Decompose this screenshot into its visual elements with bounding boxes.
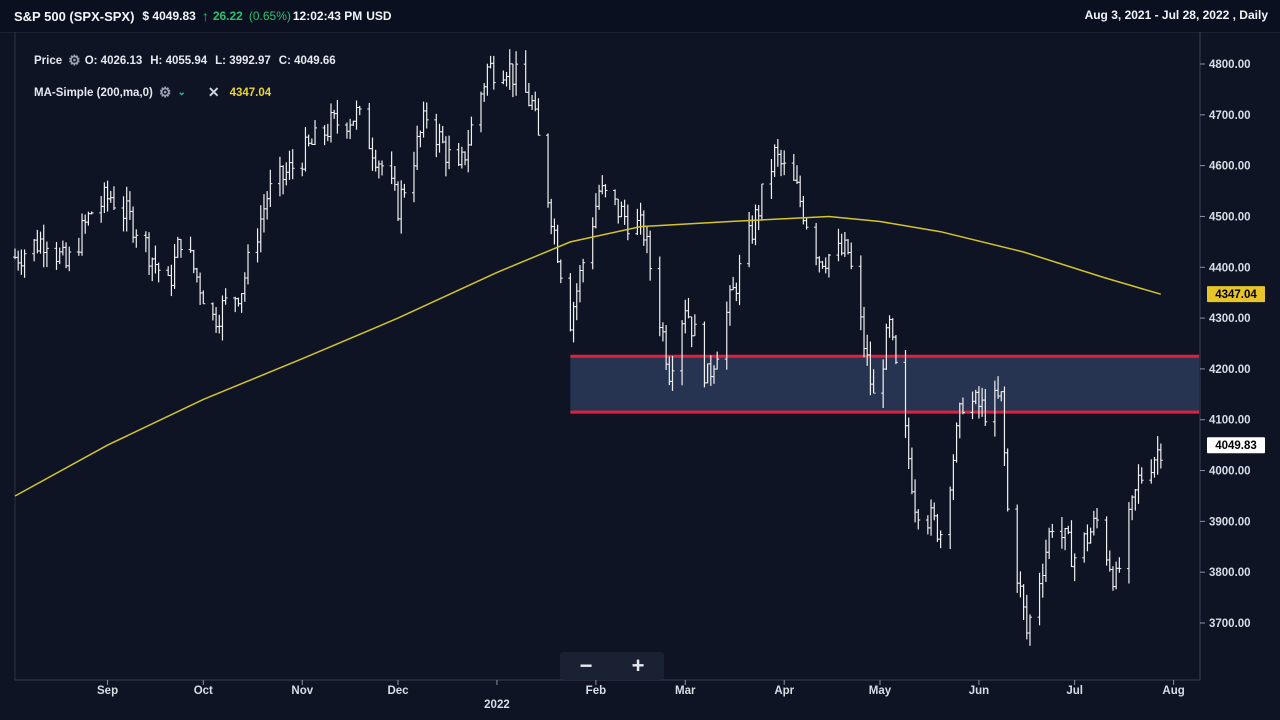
x-tick-label: Jun bbox=[969, 685, 989, 697]
arrow-up-icon: ↑ bbox=[201, 8, 209, 24]
chevron-down-icon[interactable]: ⌄ bbox=[177, 87, 186, 98]
close-value: C: 4049.66 bbox=[278, 54, 336, 67]
ma-legend: MA-Simple (200,ma,0) ⚙ ⌄ ✕ 4347.04 bbox=[34, 84, 271, 101]
chart-header: S&P 500 (SPX-SPX) $ 4049.83 ↑ 26.22 (0.6… bbox=[0, 0, 1280, 33]
y-tick-label: 4000.00 bbox=[1209, 466, 1251, 478]
quote-time: 12:02:43 PM bbox=[292, 9, 363, 23]
x-tick-label: Oct bbox=[194, 685, 213, 697]
y-tick-label: 4600.00 bbox=[1209, 161, 1251, 173]
symbol-title: S&P 500 (SPX-SPX) bbox=[14, 8, 135, 24]
ma-label: MA-Simple (200,ma,0) bbox=[34, 86, 153, 99]
zoom-in-button[interactable]: + bbox=[631, 653, 645, 678]
current-value-badge bbox=[1207, 286, 1265, 303]
y-tick-label: 3900.00 bbox=[1209, 516, 1251, 528]
x-tick-label: Apr bbox=[774, 685, 794, 697]
zoom-controls: − + bbox=[560, 652, 664, 680]
price-legend: Price ⚙ O: 4026.13 H: 4055.94 L: 3992.97… bbox=[34, 52, 344, 69]
x-tick-label: Sep bbox=[97, 685, 118, 697]
price-change-percent: (0.65%) bbox=[248, 9, 291, 23]
current-value-label: 4347.04 bbox=[1215, 289, 1257, 301]
y-tick-label: 4800.00 bbox=[1209, 59, 1251, 71]
current-value-label: 4049.83 bbox=[1215, 440, 1257, 452]
current-value-badge bbox=[1207, 437, 1265, 454]
price-change: 26.22 bbox=[212, 9, 243, 23]
y-tick-label: 4100.00 bbox=[1209, 415, 1251, 427]
x-tick-label: Mar bbox=[675, 685, 696, 697]
currency: USD bbox=[366, 9, 392, 23]
moving-average-line bbox=[14, 215, 1162, 497]
x-tick-label: May bbox=[869, 685, 892, 697]
x-tick-label: Nov bbox=[291, 685, 313, 697]
high-value: H: 4055.94 bbox=[150, 54, 208, 67]
y-tick-label: 4700.00 bbox=[1209, 110, 1251, 122]
y-tick-label: 3800.00 bbox=[1209, 567, 1251, 579]
close-icon[interactable]: ✕ bbox=[207, 84, 220, 100]
gear-icon[interactable]: ⚙ bbox=[158, 84, 172, 100]
date-range[interactable]: Aug 3, 2021 - Jul 28, 2022 , Daily bbox=[1084, 8, 1268, 22]
x-tick-label: Dec bbox=[387, 685, 409, 697]
x-tick-label: 2022 bbox=[484, 699, 510, 711]
support-zone bbox=[570, 356, 1199, 413]
last-price: $ 4049.83 bbox=[142, 9, 196, 23]
low-value: L: 3992.97 bbox=[215, 54, 271, 67]
open-value: O: 4026.13 bbox=[84, 54, 143, 67]
price-chart[interactable]: 4800.00 4700.00 4600.00 4500.00 4400.00 4300.… bbox=[0, 32, 1280, 720]
y-tick-label: 3700.00 bbox=[1209, 618, 1251, 630]
y-tick-label: 4500.00 bbox=[1209, 211, 1251, 223]
y-tick-label: 4400.00 bbox=[1209, 262, 1251, 274]
ma-value: 4347.04 bbox=[229, 86, 272, 99]
y-tick-label: 4200.00 bbox=[1209, 364, 1251, 376]
x-tick-label: Feb bbox=[586, 685, 606, 697]
zoom-out-button[interactable]: − bbox=[579, 653, 593, 678]
x-tick-label: Aug bbox=[1162, 685, 1184, 697]
price-label: Price bbox=[34, 54, 63, 67]
gear-icon[interactable]: ⚙ bbox=[68, 52, 81, 68]
y-tick-label: 4300.00 bbox=[1209, 313, 1251, 325]
x-tick-label: Jul bbox=[1066, 685, 1083, 697]
